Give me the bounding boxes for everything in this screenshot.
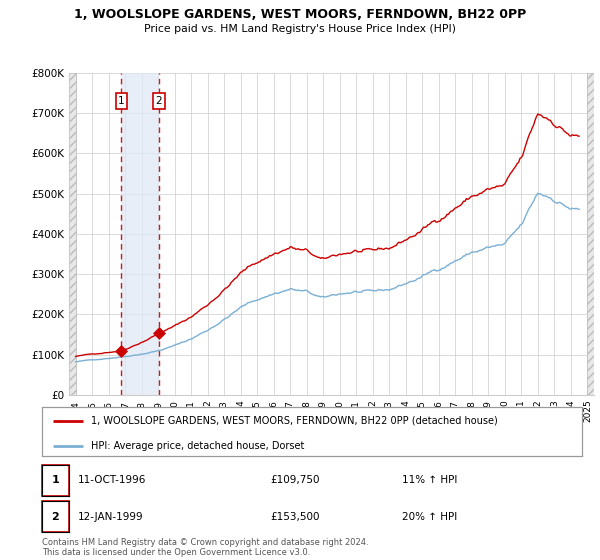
Text: 2: 2 bbox=[52, 512, 59, 521]
Text: 2: 2 bbox=[155, 96, 162, 106]
Text: 1: 1 bbox=[118, 96, 125, 106]
Text: HPI: Average price, detached house, Dorset: HPI: Average price, detached house, Dors… bbox=[91, 441, 304, 451]
Text: Price paid vs. HM Land Registry's House Price Index (HPI): Price paid vs. HM Land Registry's House … bbox=[144, 24, 456, 34]
Text: 11% ↑ HPI: 11% ↑ HPI bbox=[402, 475, 457, 485]
Bar bbox=[69, 73, 76, 395]
Text: 12-JAN-1999: 12-JAN-1999 bbox=[78, 512, 143, 521]
Text: £109,750: £109,750 bbox=[270, 475, 320, 485]
Text: £153,500: £153,500 bbox=[270, 512, 320, 521]
Bar bbox=[121, 73, 159, 395]
Text: 1, WOOLSLOPE GARDENS, WEST MOORS, FERNDOWN, BH22 0PP: 1, WOOLSLOPE GARDENS, WEST MOORS, FERNDO… bbox=[74, 8, 526, 21]
Text: 20% ↑ HPI: 20% ↑ HPI bbox=[402, 512, 457, 521]
Text: 1: 1 bbox=[52, 475, 59, 485]
Text: 11-OCT-1996: 11-OCT-1996 bbox=[78, 475, 146, 485]
Text: 1, WOOLSLOPE GARDENS, WEST MOORS, FERNDOWN, BH22 0PP (detached house): 1, WOOLSLOPE GARDENS, WEST MOORS, FERNDO… bbox=[91, 416, 497, 426]
Bar bbox=[587, 73, 594, 395]
Text: Contains HM Land Registry data © Crown copyright and database right 2024.
This d: Contains HM Land Registry data © Crown c… bbox=[42, 538, 368, 557]
